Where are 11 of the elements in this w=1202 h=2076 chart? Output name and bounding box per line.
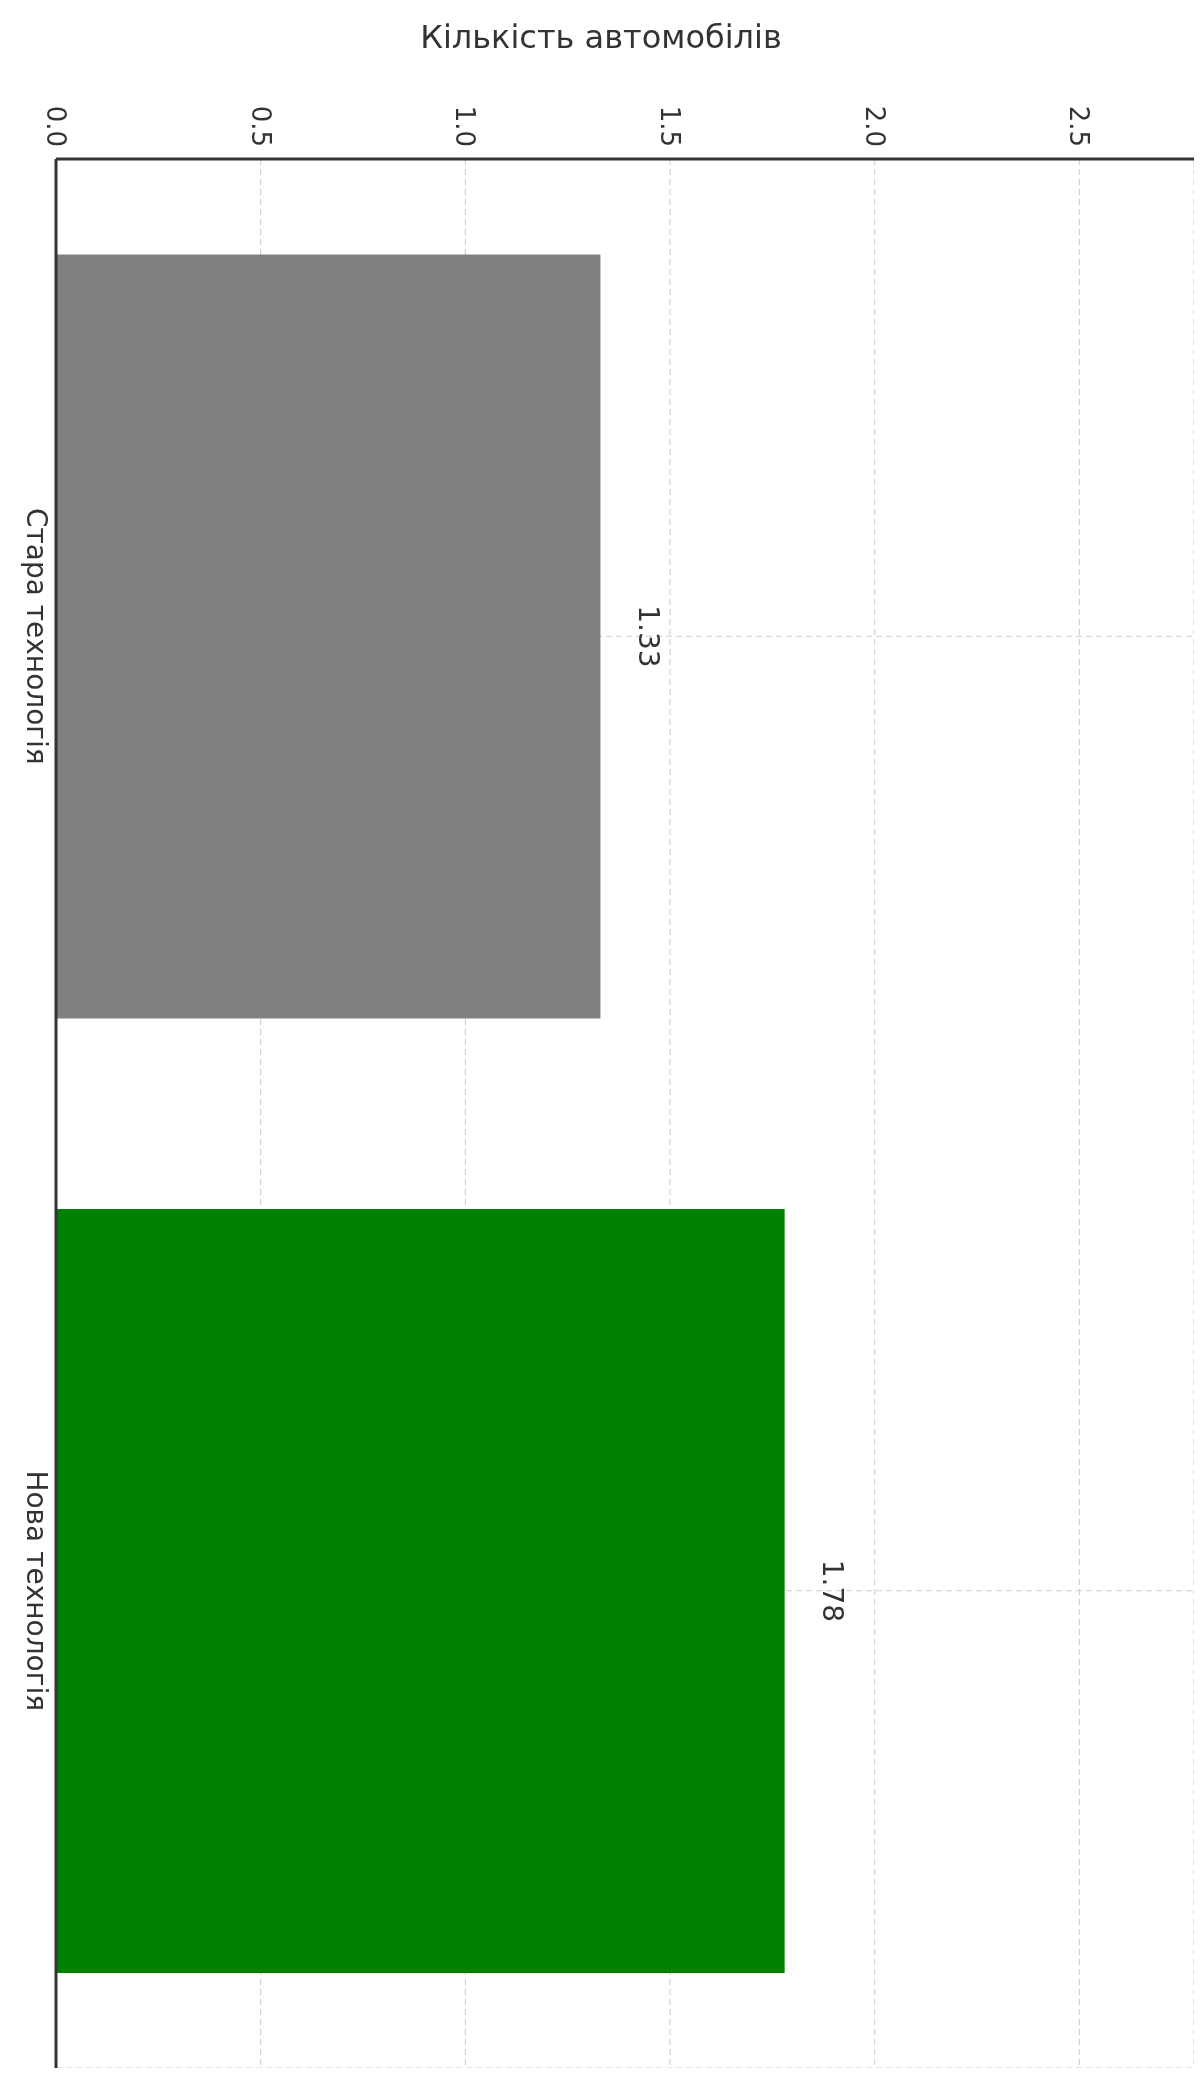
x-tick-label: 0.0	[41, 105, 71, 147]
y-tick-label: Стара технологія	[19, 507, 53, 765]
x-tick-label: 0.5	[245, 105, 276, 147]
x-tick-label: 2.5	[1064, 105, 1095, 147]
x-axis-title: Кількість автомобілів	[419, 18, 783, 56]
x-tick-label: 1.0	[450, 105, 481, 147]
data-label: 1.33	[631, 605, 665, 668]
y-tick-label: Нова технологія	[19, 1470, 53, 1712]
data-label: 1.78	[816, 1559, 850, 1623]
x-tick-label: 2.0	[859, 105, 890, 147]
x-tick-label: 1.5	[655, 105, 686, 147]
